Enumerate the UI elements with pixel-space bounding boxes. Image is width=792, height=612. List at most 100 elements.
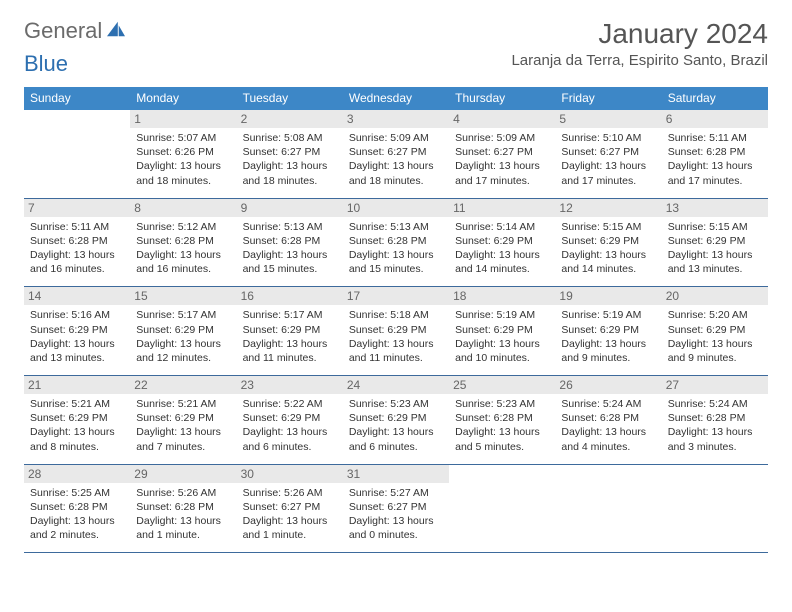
day-number: 7 [24, 199, 130, 217]
daylight-text: and 15 minutes. [243, 262, 337, 276]
daylight-text: and 5 minutes. [455, 440, 549, 454]
calendar-day-cell: 13 Sunrise: 5:15 AMSunset: 6:29 PMDayligh… [662, 198, 768, 287]
daylight-text: Daylight: 13 hours [243, 337, 337, 351]
sunset-text: Sunset: 6:29 PM [561, 323, 655, 337]
day-details: Sunrise: 5:21 AMSunset: 6:29 PMDaylight:… [136, 397, 230, 454]
daylight-text: and 9 minutes. [561, 351, 655, 365]
sunrise-text: Sunrise: 5:11 AM [668, 131, 762, 145]
daylight-text: Daylight: 13 hours [455, 159, 549, 173]
calendar-day-cell: 3Sunrise: 5:09 AMSunset: 6:27 PMDaylight… [343, 110, 449, 199]
day-details: Sunrise: 5:22 AMSunset: 6:29 PMDaylight:… [243, 397, 337, 454]
weekday-header: Thursday [449, 87, 555, 110]
weekday-header: Monday [130, 87, 236, 110]
day-details: Sunrise: 5:17 AMSunset: 6:29 PMDaylight:… [136, 308, 230, 365]
sunrise-text: Sunrise: 5:10 AM [561, 131, 655, 145]
calendar-week-row: 7Sunrise: 5:11 AMSunset: 6:28 PMDaylight… [24, 198, 768, 287]
calendar-day-cell: 5 Sunrise: 5:10 AMSunset: 6:27 PMDaylight… [555, 110, 661, 199]
sunset-text: Sunset: 6:26 PM [136, 145, 230, 159]
sunset-text: Sunset: 6:28 PM [455, 411, 549, 425]
daylight-text: Daylight: 13 hours [136, 159, 230, 173]
sunset-text: Sunset: 6:29 PM [455, 234, 549, 248]
weekday-header: Tuesday [237, 87, 343, 110]
daylight-text: and 6 minutes. [243, 440, 337, 454]
sunrise-text: Sunrise: 5:18 AM [349, 308, 443, 322]
day-number: 3 [343, 110, 449, 128]
day-details: Sunrise: 5:15 AMSunset: 6:29 PMDaylight:… [668, 220, 762, 277]
sunset-text: Sunset: 6:28 PM [243, 234, 337, 248]
day-details: Sunrise: 5:09 AMSunset: 6:27 PMDaylight:… [455, 131, 549, 188]
day-details: Sunrise: 5:10 AMSunset: 6:27 PMDaylight:… [561, 131, 655, 188]
brand-logo: General [24, 18, 130, 44]
daylight-text: and 7 minutes. [136, 440, 230, 454]
sunrise-text: Sunrise: 5:13 AM [243, 220, 337, 234]
day-number: 12 [555, 199, 661, 217]
sunset-text: Sunset: 6:28 PM [30, 234, 124, 248]
calendar-day-cell: 17Sunrise: 5:18 AMSunset: 6:29 PMDayligh… [343, 287, 449, 376]
calendar-day-cell: 19Sunrise: 5:19 AMSunset: 6:29 PMDayligh… [555, 287, 661, 376]
sunset-text: Sunset: 6:27 PM [455, 145, 549, 159]
day-number: 5 [555, 110, 661, 128]
calendar-day-cell: 28Sunrise: 5:25 AMSunset: 6:28 PMDayligh… [24, 464, 130, 553]
sunset-text: Sunset: 6:28 PM [136, 500, 230, 514]
day-details: Sunrise: 5:19 AMSunset: 6:29 PMDaylight:… [561, 308, 655, 365]
calendar-body: 1Sunrise: 5:07 AMSunset: 6:26 PMDaylight… [24, 110, 768, 553]
daylight-text: and 2 minutes. [30, 528, 124, 542]
daylight-text: Daylight: 13 hours [30, 514, 124, 528]
daylight-text: and 4 minutes. [561, 440, 655, 454]
daylight-text: and 18 minutes. [136, 174, 230, 188]
day-number: 22 [130, 376, 236, 394]
sunrise-text: Sunrise: 5:21 AM [136, 397, 230, 411]
sunset-text: Sunset: 6:27 PM [561, 145, 655, 159]
day-number: 27 [662, 376, 768, 394]
daylight-text: Daylight: 13 hours [561, 159, 655, 173]
day-details: Sunrise: 5:13 AMSunset: 6:28 PMDaylight:… [349, 220, 443, 277]
sunset-text: Sunset: 6:29 PM [243, 411, 337, 425]
calendar-day-cell: 21Sunrise: 5:21 AMSunset: 6:29 PMDayligh… [24, 376, 130, 465]
day-number: 8 [130, 199, 236, 217]
day-details: Sunrise: 5:17 AMSunset: 6:29 PMDaylight:… [243, 308, 337, 365]
day-details: Sunrise: 5:25 AMSunset: 6:28 PMDaylight:… [30, 486, 124, 543]
daylight-text: and 14 minutes. [561, 262, 655, 276]
day-details: Sunrise: 5:24 AMSunset: 6:28 PMDaylight:… [561, 397, 655, 454]
sunset-text: Sunset: 6:29 PM [30, 323, 124, 337]
daylight-text: and 8 minutes. [30, 440, 124, 454]
sunrise-text: Sunrise: 5:07 AM [136, 131, 230, 145]
sunrise-text: Sunrise: 5:15 AM [561, 220, 655, 234]
sunrise-text: Sunrise: 5:09 AM [455, 131, 549, 145]
sunrise-text: Sunrise: 5:23 AM [455, 397, 549, 411]
daylight-text: and 15 minutes. [349, 262, 443, 276]
calendar-day-cell: 30Sunrise: 5:26 AMSunset: 6:27 PMDayligh… [237, 464, 343, 553]
calendar-day-cell: 7Sunrise: 5:11 AMSunset: 6:28 PMDaylight… [24, 198, 130, 287]
sunrise-text: Sunrise: 5:21 AM [30, 397, 124, 411]
day-number: 17 [343, 287, 449, 305]
calendar-day-cell: 31Sunrise: 5:27 AMSunset: 6:27 PMDayligh… [343, 464, 449, 553]
day-number: 11 [449, 199, 555, 217]
day-details: Sunrise: 5:26 AMSunset: 6:27 PMDaylight:… [243, 486, 337, 543]
day-number: 14 [24, 287, 130, 305]
day-number: 16 [237, 287, 343, 305]
calendar-day-cell: 24Sunrise: 5:23 AMSunset: 6:29 PMDayligh… [343, 376, 449, 465]
daylight-text: Daylight: 13 hours [30, 248, 124, 262]
day-details: Sunrise: 5:16 AMSunset: 6:29 PMDaylight:… [30, 308, 124, 365]
daylight-text: Daylight: 13 hours [349, 337, 443, 351]
sunrise-text: Sunrise: 5:19 AM [455, 308, 549, 322]
sunset-text: Sunset: 6:28 PM [561, 411, 655, 425]
sunrise-text: Sunrise: 5:27 AM [349, 486, 443, 500]
day-details: Sunrise: 5:07 AMSunset: 6:26 PMDaylight:… [136, 131, 230, 188]
weekday-header: Wednesday [343, 87, 449, 110]
sunset-text: Sunset: 6:29 PM [349, 411, 443, 425]
calendar-day-cell: 18Sunrise: 5:19 AMSunset: 6:29 PMDayligh… [449, 287, 555, 376]
calendar-week-row: 14 Sunrise: 5:16 AMSunset: 6:29 PMDayligh… [24, 287, 768, 376]
daylight-text: Daylight: 13 hours [243, 425, 337, 439]
calendar-day-cell: 20Sunrise: 5:20 AMSunset: 6:29 PMDayligh… [662, 287, 768, 376]
day-number: 24 [343, 376, 449, 394]
daylight-text: Daylight: 13 hours [243, 248, 337, 262]
sunrise-text: Sunrise: 5:08 AM [243, 131, 337, 145]
sunset-text: Sunset: 6:27 PM [349, 500, 443, 514]
month-title: January 2024 [511, 18, 768, 50]
sunset-text: Sunset: 6:28 PM [136, 234, 230, 248]
day-number: 13 [662, 199, 768, 217]
brand-sail-icon [105, 18, 127, 44]
sunset-text: Sunset: 6:27 PM [243, 500, 337, 514]
calendar-day-cell: 14 Sunrise: 5:16 AMSunset: 6:29 PMDayligh… [24, 287, 130, 376]
